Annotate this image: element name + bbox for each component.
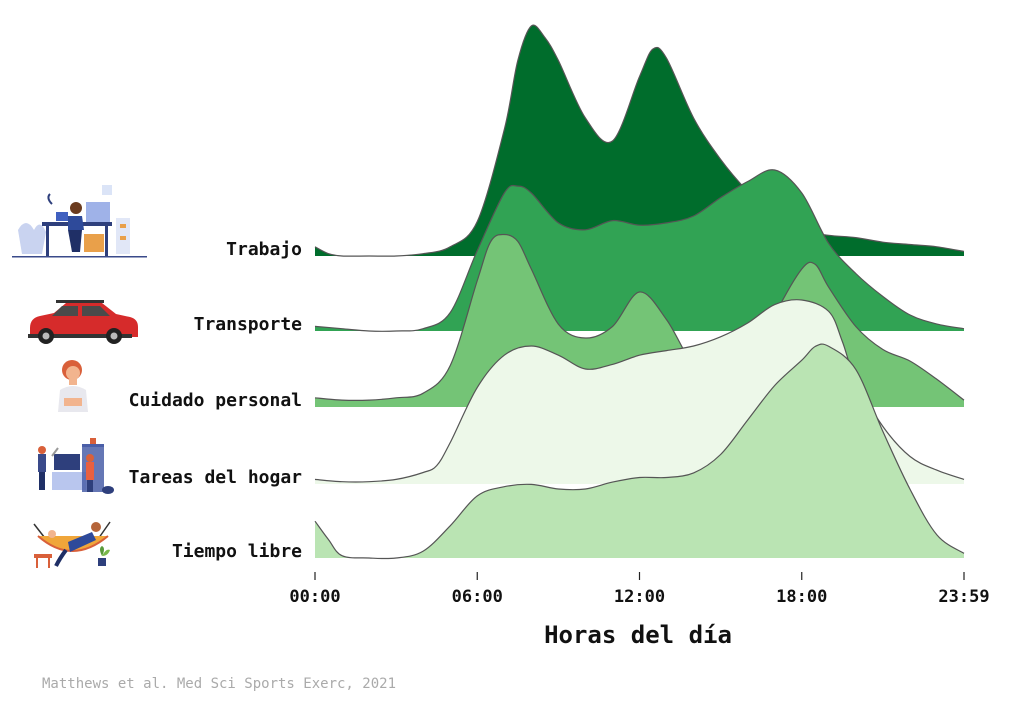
category-label-2: Cuidado personal xyxy=(129,390,302,411)
category-label-1: Transporte xyxy=(194,314,303,335)
ridges-layer xyxy=(314,24,965,560)
x-tick-label-4: 23:59 xyxy=(938,587,989,607)
category-label-0: Trabajo xyxy=(226,239,302,260)
category-icons xyxy=(12,185,147,568)
category-label-4: Tiempo libre xyxy=(172,541,302,562)
x-tick-label-2: 12:00 xyxy=(614,587,665,607)
ridge-outline-2 xyxy=(314,233,965,401)
x-tick-label-0: 00:00 xyxy=(289,587,340,607)
ridge-area-4 xyxy=(315,344,964,559)
source-citation: Matthews et al. Med Sci Sports Exerc, 20… xyxy=(42,676,397,692)
ridge-outline-4 xyxy=(314,343,965,560)
x-tick-label-3: 18:00 xyxy=(776,587,827,607)
category-label-3: Tareas del hogar xyxy=(129,467,303,488)
car-icon xyxy=(28,300,138,344)
x-tick-label-1: 06:00 xyxy=(452,587,503,607)
person-care-icon xyxy=(58,360,88,412)
office-worker-icon xyxy=(12,185,147,258)
x-axis-title: Horas del día xyxy=(544,621,732,649)
ridge-outline-1 xyxy=(314,169,965,332)
ridge-area-0 xyxy=(315,25,964,257)
hammock-icon xyxy=(33,521,111,568)
housework-icon xyxy=(38,438,114,494)
ridge-outline-0 xyxy=(314,24,965,257)
x-axis: 00:00 06:00 12:00 18:00 23:59 xyxy=(289,572,990,607)
category-labels: Trabajo Transporte Cuidado personal Tareas … xyxy=(129,239,303,562)
